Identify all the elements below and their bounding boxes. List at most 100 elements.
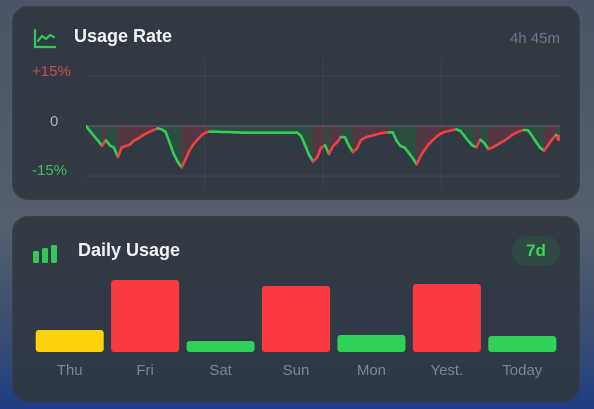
rate-area-segment <box>177 126 182 168</box>
rate-area-segment <box>404 126 409 153</box>
rate-area-segment <box>332 126 337 147</box>
rate-area-segment <box>237 126 242 133</box>
day-label: Yest. <box>430 362 463 379</box>
day-label: Today <box>502 362 543 379</box>
usage-rate-title: Usage Rate <box>74 26 173 46</box>
rate-line-segment <box>415 154 422 166</box>
rate-area-segment <box>492 126 497 148</box>
rate-area-segment <box>241 126 246 133</box>
rate-area-segment <box>121 126 126 148</box>
range-selector-badge[interactable]: 7d <box>512 236 560 266</box>
rate-area-segment <box>265 126 270 133</box>
daily-usage-bar-chart: Thu Fri Sat Sun Mon Yest. Today <box>35 280 557 379</box>
rate-line-segment <box>116 146 124 159</box>
rate-area-segment <box>360 126 365 141</box>
rate-line-segment <box>184 149 191 161</box>
signal-bars-icon <box>33 243 61 268</box>
rate-area-segment <box>380 126 385 134</box>
y-axis-max-label: +15% <box>32 63 71 80</box>
rate-area-segment <box>420 126 425 156</box>
rate-area-segment <box>504 126 509 141</box>
session-duration: 4h 45m <box>509 30 560 47</box>
day-bar <box>412 284 481 352</box>
rate-area-segment <box>249 126 254 133</box>
day-label: Thu <box>57 362 83 379</box>
rate-line-segment <box>355 139 363 150</box>
rate-area-segment <box>408 126 413 158</box>
rate-area-segment <box>86 126 90 131</box>
rate-area-segment <box>213 126 218 132</box>
rate-area-segment <box>293 126 298 133</box>
usage-rate-line-chart <box>86 58 560 188</box>
rate-area-segment <box>372 126 377 136</box>
rate-line-segment <box>299 134 307 147</box>
rate-area-segment <box>181 126 186 168</box>
daily-usage-card: Daily Usage 7d Thu Fri Sat Sun Mon Yest. Today <box>12 216 580 402</box>
rate-line-segment <box>168 141 175 155</box>
y-axis-min-label: -15% <box>32 162 68 179</box>
rate-area-segment <box>488 126 493 149</box>
day-bar <box>262 286 330 352</box>
line-chart-icon <box>33 28 57 55</box>
day-bar <box>488 336 557 352</box>
rate-area-segment <box>245 126 250 133</box>
rate-area-segment <box>229 126 234 133</box>
rate-area-segment <box>364 126 369 138</box>
rate-area-segment <box>496 126 501 146</box>
rate-area-segment <box>109 126 114 148</box>
rate-area-segment <box>384 126 389 133</box>
rate-line-segment <box>315 146 323 159</box>
rate-area-segment <box>480 126 485 143</box>
rate-area-segment <box>125 126 130 146</box>
rate-area-segment <box>532 126 537 142</box>
day-label: Sun <box>283 362 310 379</box>
day-bar <box>186 341 255 352</box>
rate-area-segment <box>305 126 310 155</box>
rate-area-segment <box>388 126 393 133</box>
rate-area-segment <box>356 126 361 149</box>
day-label: Mon <box>357 362 386 379</box>
rate-line-segment <box>391 131 398 143</box>
rate-area-segment <box>169 126 174 154</box>
rate-area-segment <box>500 126 505 143</box>
rate-line-segment <box>303 144 311 157</box>
rate-area-segment <box>400 126 405 148</box>
rate-area-segment <box>273 126 278 133</box>
rate-area-segment <box>540 126 545 151</box>
rate-area-segment <box>221 126 226 132</box>
rate-area-segment <box>257 126 262 133</box>
rate-area-segment <box>472 126 477 148</box>
rate-area-segment <box>285 126 290 133</box>
rate-area-segment <box>269 126 274 133</box>
rate-area-segment <box>412 126 417 165</box>
rate-area-segment <box>209 126 214 132</box>
rate-line-segment <box>343 136 351 147</box>
rate-area-segment <box>476 126 481 148</box>
day-label: Sat <box>209 362 232 379</box>
y-axis-zero-label: 0 <box>50 113 59 130</box>
rate-area-segment <box>225 126 230 132</box>
rate-line-segment <box>180 158 187 169</box>
rate-line-segment <box>327 145 335 156</box>
rate-area-segment <box>368 126 373 137</box>
day-label: Fri <box>136 362 154 379</box>
rate-area-segment <box>233 126 238 133</box>
rate-line-segment <box>164 130 171 144</box>
rate-area-segment <box>261 126 266 133</box>
rate-area-segment <box>321 126 325 148</box>
daily-usage-title: Daily Usage <box>78 240 181 260</box>
usage-rate-card: Usage Rate 4h 45m +15% 0 -15% <box>12 6 580 200</box>
rate-area-segment <box>289 126 294 133</box>
day-bar <box>111 280 180 352</box>
rate-line-segment <box>172 152 179 163</box>
day-bar <box>337 335 406 352</box>
rate-area-segment <box>340 126 345 138</box>
rate-area-segment <box>281 126 286 133</box>
rate-area-segment <box>253 126 258 133</box>
rate-area-segment <box>352 126 357 152</box>
rate-area-segment <box>313 126 318 162</box>
rate-area-segment <box>133 126 138 141</box>
rate-current-point <box>556 135 560 141</box>
rate-line-segment <box>475 138 482 149</box>
rate-area-segment <box>277 126 282 133</box>
